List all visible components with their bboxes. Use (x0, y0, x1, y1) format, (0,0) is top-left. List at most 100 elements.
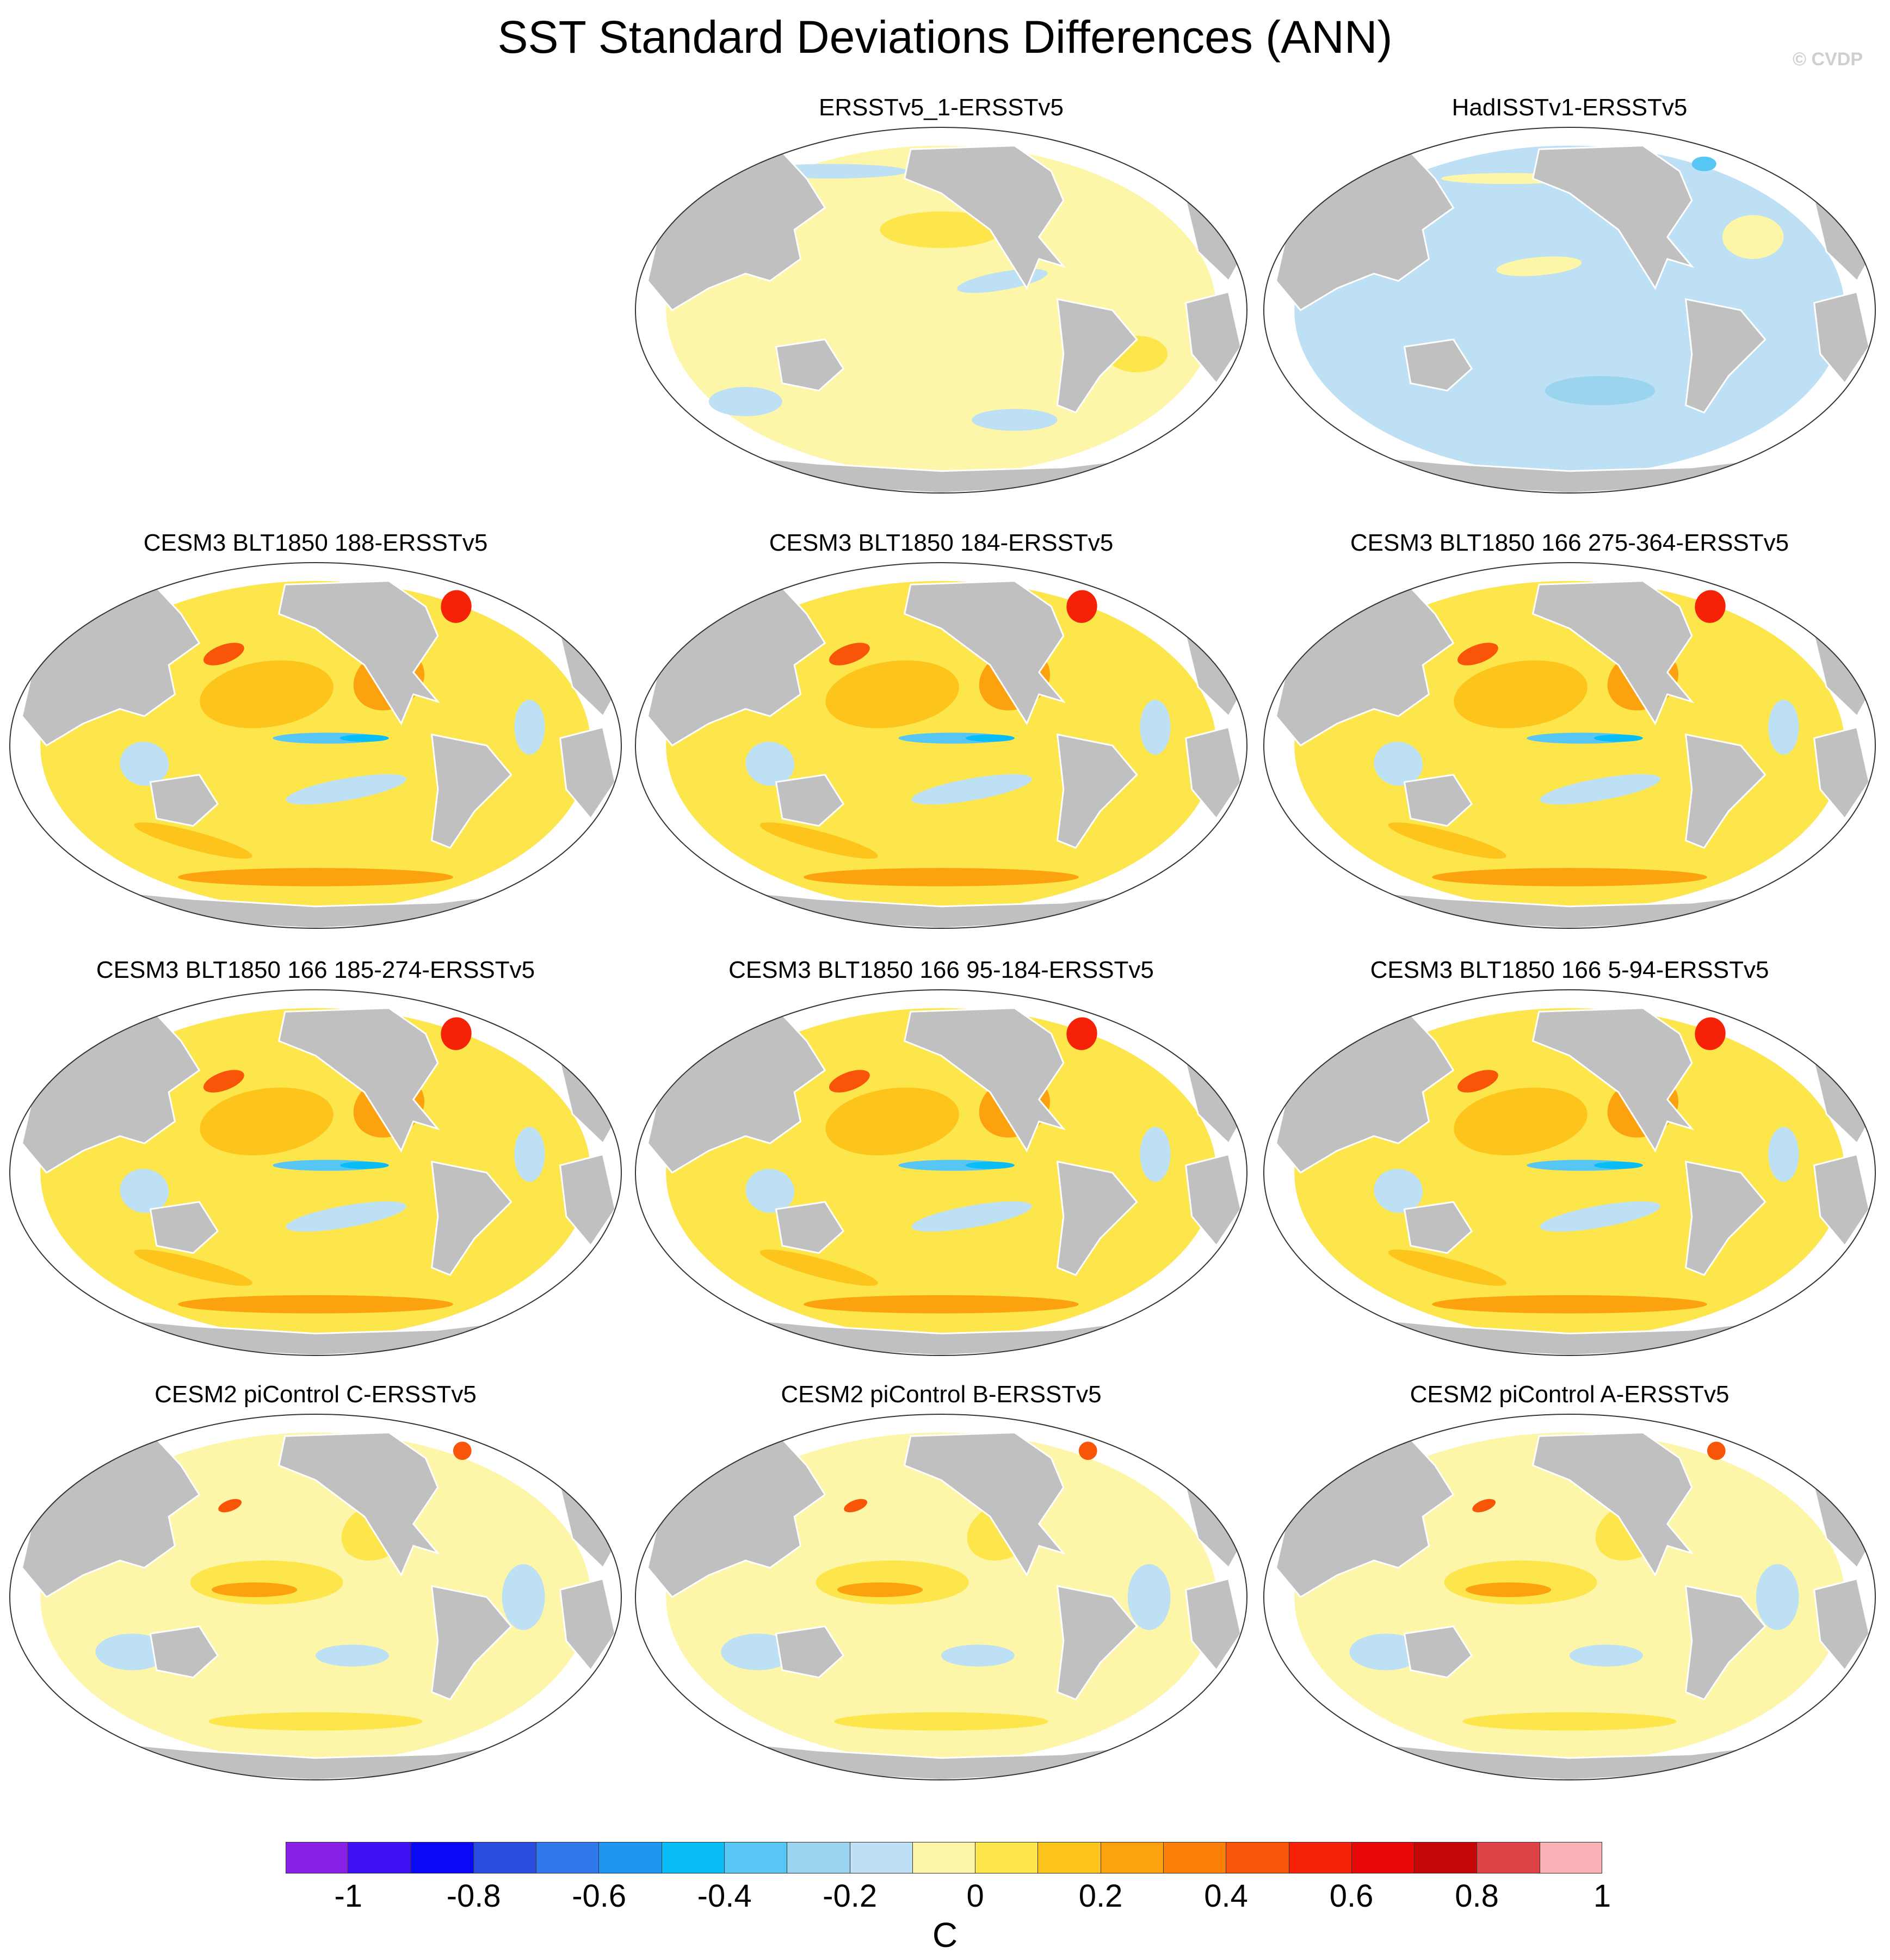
sst-anomaly-region (211, 1582, 298, 1597)
sst-anomaly-region (1707, 1441, 1726, 1460)
sst-anomaly-region (825, 1087, 959, 1156)
australia-landmass (149, 1625, 219, 1679)
colorbar-swatch (1101, 1842, 1164, 1873)
map-panel: CESM3 BLT1850 166 5-94-ERSSTv5 (1262, 955, 1877, 1363)
sst-anomaly-region (1695, 590, 1726, 623)
sst-anomaly-region (1768, 700, 1799, 755)
colorbar-tick-label: 1 (1593, 1878, 1611, 1914)
sst-anomaly-region (1457, 643, 1498, 665)
map-outline (635, 127, 1247, 494)
australia-landmass (149, 1201, 219, 1254)
sst-anomaly-region (1722, 215, 1784, 259)
world-map (1263, 562, 1876, 929)
map-panel: ERSSTv5_1-ERSSTv5 (634, 93, 1249, 501)
sst-anomaly-region (1496, 256, 1582, 276)
map-field (646, 1007, 1242, 1355)
world-map (9, 562, 622, 929)
colorbar-swatch (1351, 1842, 1415, 1873)
south-america-landmass (1684, 733, 1767, 849)
colorbar-tick-label: -0.4 (697, 1878, 752, 1914)
sst-anomaly-region (200, 1087, 333, 1156)
panel-title: CESM2 piControl A-ERSSTv5 (1410, 1381, 1730, 1408)
sst-anomaly-region (1140, 700, 1171, 755)
africa-landmass (559, 1577, 616, 1672)
map-outline (9, 562, 622, 929)
colorbar-tick-label: 0.6 (1329, 1878, 1374, 1914)
sst-anomaly-region (178, 1295, 453, 1314)
world-map (1263, 989, 1876, 1356)
sst-anomaly-region (816, 1560, 969, 1605)
sst-anomaly-region (1432, 1295, 1707, 1314)
sst-anomaly-region (1454, 660, 1588, 729)
south-america-landmass (1684, 1585, 1767, 1701)
map-outline (1263, 127, 1876, 494)
sst-anomaly-region (834, 1712, 1048, 1731)
map-outline (635, 989, 1247, 1356)
map-field (646, 580, 1242, 928)
sst-anomaly-region (1593, 1161, 1643, 1169)
sst-anomaly-region (829, 1070, 870, 1093)
australia-landmass (1403, 774, 1473, 827)
africa-landmass (1813, 1153, 1870, 1247)
colorbar-tick-label: -1 (334, 1878, 363, 1914)
sst-anomaly-region (134, 1249, 252, 1286)
sst-anomaly-region (965, 734, 1015, 742)
north-america-landmass (277, 1007, 441, 1152)
map-field (1275, 145, 1870, 493)
map-outline (635, 562, 1247, 929)
north-america-landmass (903, 580, 1066, 725)
map-panel: CESM3 BLT1850 166 185-274-ERSSTv5 (8, 955, 623, 1363)
sst-anomaly-region (1078, 1441, 1097, 1460)
colorbar-unit-label: C (932, 1915, 958, 1955)
sst-anomaly-region (1691, 156, 1716, 171)
africa-landmass (559, 1153, 616, 1247)
sst-anomaly-region (453, 1441, 472, 1460)
sst-anomaly-region (1374, 1169, 1423, 1213)
sst-anomaly-region (1066, 590, 1097, 623)
map-outline (9, 989, 622, 1356)
south-america-landmass (1056, 1585, 1138, 1701)
north-america-landmass (903, 145, 1066, 290)
sst-anomaly-region (178, 868, 453, 886)
colorbar-tick-label: 0 (966, 1878, 984, 1914)
sst-anomaly-region (880, 211, 1003, 248)
map-panel: CESM3 BLT1850 166 95-184-ERSSTv5 (634, 955, 1249, 1363)
colorbar-tick-label: -0.2 (823, 1878, 878, 1914)
sst-anomaly-region (825, 660, 959, 729)
colorbar-swatch (536, 1842, 600, 1873)
north-america-landmass (903, 1432, 1066, 1577)
sst-anomaly-region (1454, 1087, 1588, 1156)
sst-anomaly-region (1540, 774, 1660, 805)
sst-anomaly-region (829, 643, 870, 665)
sst-anomaly-region (804, 868, 1079, 886)
africa-landmass (1184, 1153, 1242, 1247)
colorbar-swatch (1289, 1842, 1352, 1873)
map-outline (1263, 562, 1876, 929)
panel-title: CESM3 BLT1850 166 185-274-ERSSTv5 (96, 957, 535, 983)
sst-anomaly-region (1066, 1017, 1097, 1050)
sst-anomaly-region (1374, 742, 1423, 786)
sst-anomaly-region (837, 1582, 923, 1597)
panel-title: CESM3 BLT1850 166 5-94-ERSSTv5 (1370, 957, 1769, 983)
colorbar-swatch (1477, 1842, 1540, 1873)
colorbar-swatch (411, 1842, 474, 1873)
australia-landmass (775, 338, 845, 392)
map-outline (1263, 989, 1876, 1356)
sst-anomaly-region (1545, 375, 1656, 405)
world-map (635, 989, 1247, 1356)
sst-anomaly-region (120, 742, 169, 786)
sst-anomaly-region (339, 1161, 389, 1169)
africa-landmass (1184, 1577, 1242, 1672)
world-map (1263, 1414, 1876, 1780)
north-america-landmass (1531, 1432, 1695, 1577)
sst-anomaly-region (286, 1201, 406, 1232)
figure-title: SST Standard Deviations Differences (ANN… (497, 11, 1393, 63)
africa-landmass (1184, 291, 1242, 385)
sst-anomaly-region (1756, 1564, 1799, 1630)
panel-title: CESM3 BLT1850 184-ERSSTv5 (769, 529, 1114, 556)
africa-landmass (559, 726, 616, 820)
world-map (9, 989, 622, 1356)
sst-anomaly-region (972, 409, 1058, 431)
sst-anomaly-region (1695, 1017, 1726, 1050)
sst-anomaly-region (190, 1560, 343, 1605)
